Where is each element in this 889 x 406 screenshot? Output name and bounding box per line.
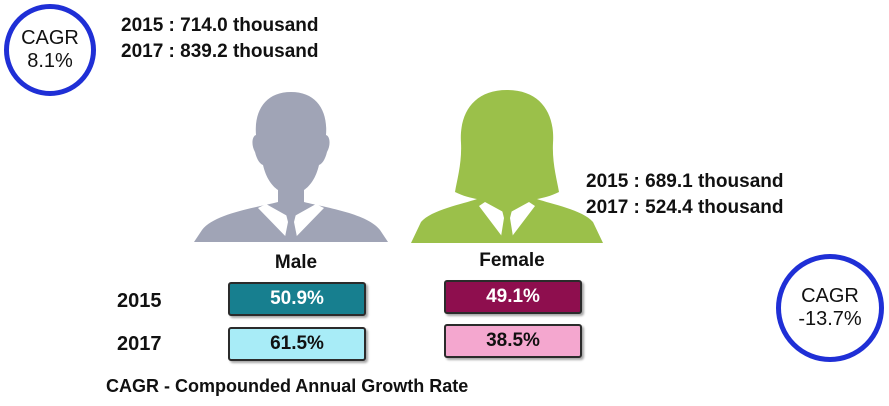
male-2015-share: 50.9% [228, 282, 366, 316]
female-2015-share: 49.1% [444, 280, 582, 314]
male-figure-2017: 2017 : 839.2 thousand [121, 41, 319, 62]
female-cagr-value: -13.7% [798, 308, 862, 330]
footnote: CAGR - Compounded Annual Growth Rate [106, 376, 469, 396]
female-silhouette-icon [411, 90, 603, 243]
male-cagr-circle: CAGR 8.1% [4, 4, 96, 96]
female-figure-2015: 2015 : 689.1 thousand [586, 171, 784, 192]
female-figure-2017: 2017 : 524.4 thousand [586, 197, 784, 218]
female-cagr-label: CAGR [801, 285, 859, 307]
female-2017-share: 38.5% [444, 324, 582, 358]
male-cagr-label: CAGR [21, 27, 79, 49]
female-figures: 2015 : 689.1 thousand 2017 : 524.4 thous… [586, 169, 783, 221]
male-figure-2015: 2015 : 714.0 thousand [121, 15, 319, 36]
column-label-female: Female [479, 250, 545, 271]
column-label-male: Male [274, 252, 318, 273]
female-cagr-circle: CAGR -13.7% [776, 254, 884, 362]
male-figures: 2015 : 714.0 thousand 2017 : 839.2 thous… [121, 13, 318, 65]
male-silhouette-icon [194, 92, 388, 242]
row-label-2015: 2015 [117, 290, 162, 312]
male-2017-share: 61.5% [228, 327, 366, 361]
male-cagr-value: 8.1% [27, 50, 73, 72]
row-label-2017: 2017 [117, 333, 162, 355]
